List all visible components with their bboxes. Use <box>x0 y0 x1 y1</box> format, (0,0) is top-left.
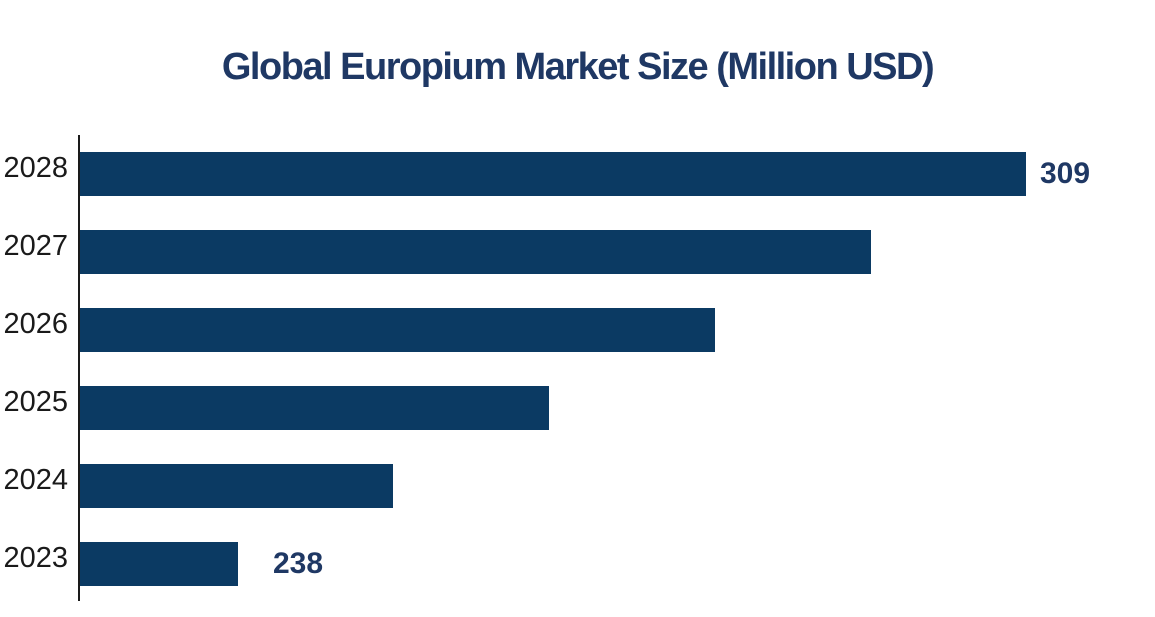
bar <box>80 230 871 274</box>
bar <box>80 308 715 352</box>
y-axis-tick-label: 2024 <box>3 464 68 496</box>
y-axis-tick-label: 2023 <box>3 542 68 574</box>
bar <box>80 542 238 586</box>
y-axis-tick-label: 2026 <box>3 308 68 340</box>
bar <box>80 152 1026 196</box>
value-label: 238 <box>273 547 324 580</box>
chart-title: Global Europium Market Size (Million USD… <box>221 46 935 88</box>
y-axis-tick-label: 2025 <box>3 386 68 418</box>
y-axis-tick-label: 2027 <box>3 230 68 262</box>
value-label: 309 <box>1040 157 1091 190</box>
bar <box>80 386 549 430</box>
bar <box>80 464 393 508</box>
y-axis-tick-label: 2028 <box>3 152 68 184</box>
y-axis-line <box>78 135 80 601</box>
